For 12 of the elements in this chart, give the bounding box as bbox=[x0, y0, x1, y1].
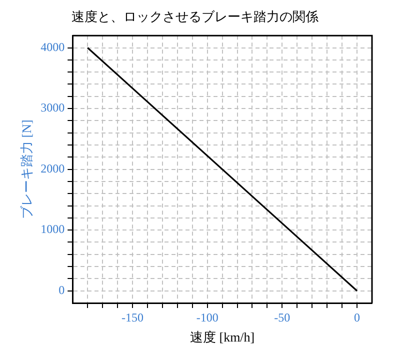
y-axis-title: ブレーキ踏力 [N] bbox=[19, 120, 34, 219]
chart-title: 速度と、ロックさせるブレーキ踏力の関係 bbox=[72, 9, 318, 24]
x-tick-label: 0 bbox=[354, 310, 360, 324]
y-tick-label: 2000 bbox=[40, 161, 65, 176]
x-tick-label: -150 bbox=[121, 310, 144, 324]
x-tick-label: -50 bbox=[274, 310, 290, 324]
y-tick-label: 3000 bbox=[40, 100, 65, 115]
x-axis-title: 速度 [km/h] bbox=[190, 330, 255, 345]
y-tick-label: 4000 bbox=[40, 40, 65, 54]
y-tick-label: 0 bbox=[58, 283, 65, 297]
y-tick-label: 1000 bbox=[40, 222, 65, 236]
x-tick-label: -100 bbox=[196, 310, 218, 324]
